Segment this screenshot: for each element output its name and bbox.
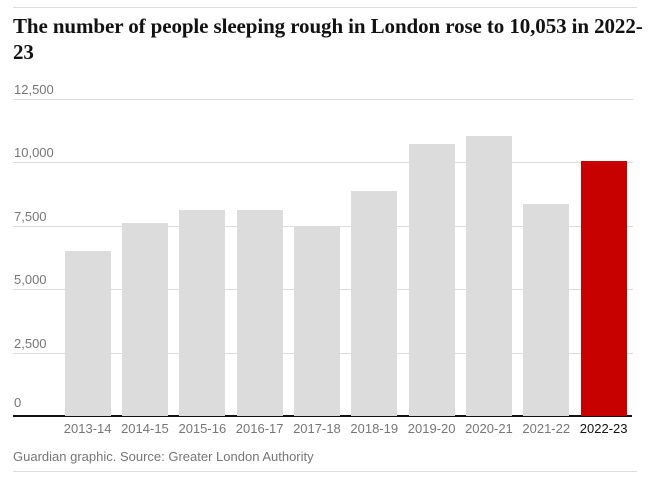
bar-2021-22	[523, 204, 570, 416]
x-tick-label: 2014-15	[121, 421, 169, 436]
bar-2014-15	[122, 223, 168, 416]
bar-2013-14	[64, 250, 111, 416]
x-tick-label: 2022-23	[579, 421, 628, 436]
source-caption: Guardian graphic. Source: Greater London…	[13, 449, 314, 464]
bar-2019-20	[408, 143, 455, 416]
top-rule	[13, 7, 637, 8]
x-tick-label: 2016-17	[235, 421, 284, 436]
gridline	[13, 98, 633, 100]
x-tick-label: 2017-18	[293, 421, 341, 436]
y-tick-label: 5,000	[14, 272, 47, 287]
x-tick-label: 2021-22	[522, 421, 571, 436]
x-tick-label: 2015-16	[178, 421, 227, 436]
chart-title: The number of people sleeping rough in L…	[13, 14, 643, 64]
bottom-rule	[13, 471, 637, 472]
bar-2020-21	[466, 136, 512, 416]
x-tick-label: 2020-21	[465, 421, 513, 436]
x-tick-label: 2018-19	[350, 421, 399, 436]
bar-2015-16	[179, 210, 226, 416]
bar-2018-19	[351, 191, 398, 416]
x-tick-label: 2019-20	[407, 421, 456, 436]
y-tick-label: 12,500	[14, 81, 54, 97]
x-tick-label: 2013-14	[63, 421, 112, 436]
y-tick-label: 2,500	[14, 335, 47, 351]
y-tick-label: 0	[14, 395, 22, 410]
bar-2016-17	[236, 210, 283, 416]
bar-2017-18	[294, 225, 340, 416]
y-tick-label: 10,000	[14, 145, 54, 160]
bar-2022-23	[580, 160, 627, 416]
gridline	[13, 162, 633, 163]
y-tick-label: 7,500	[14, 208, 47, 224]
